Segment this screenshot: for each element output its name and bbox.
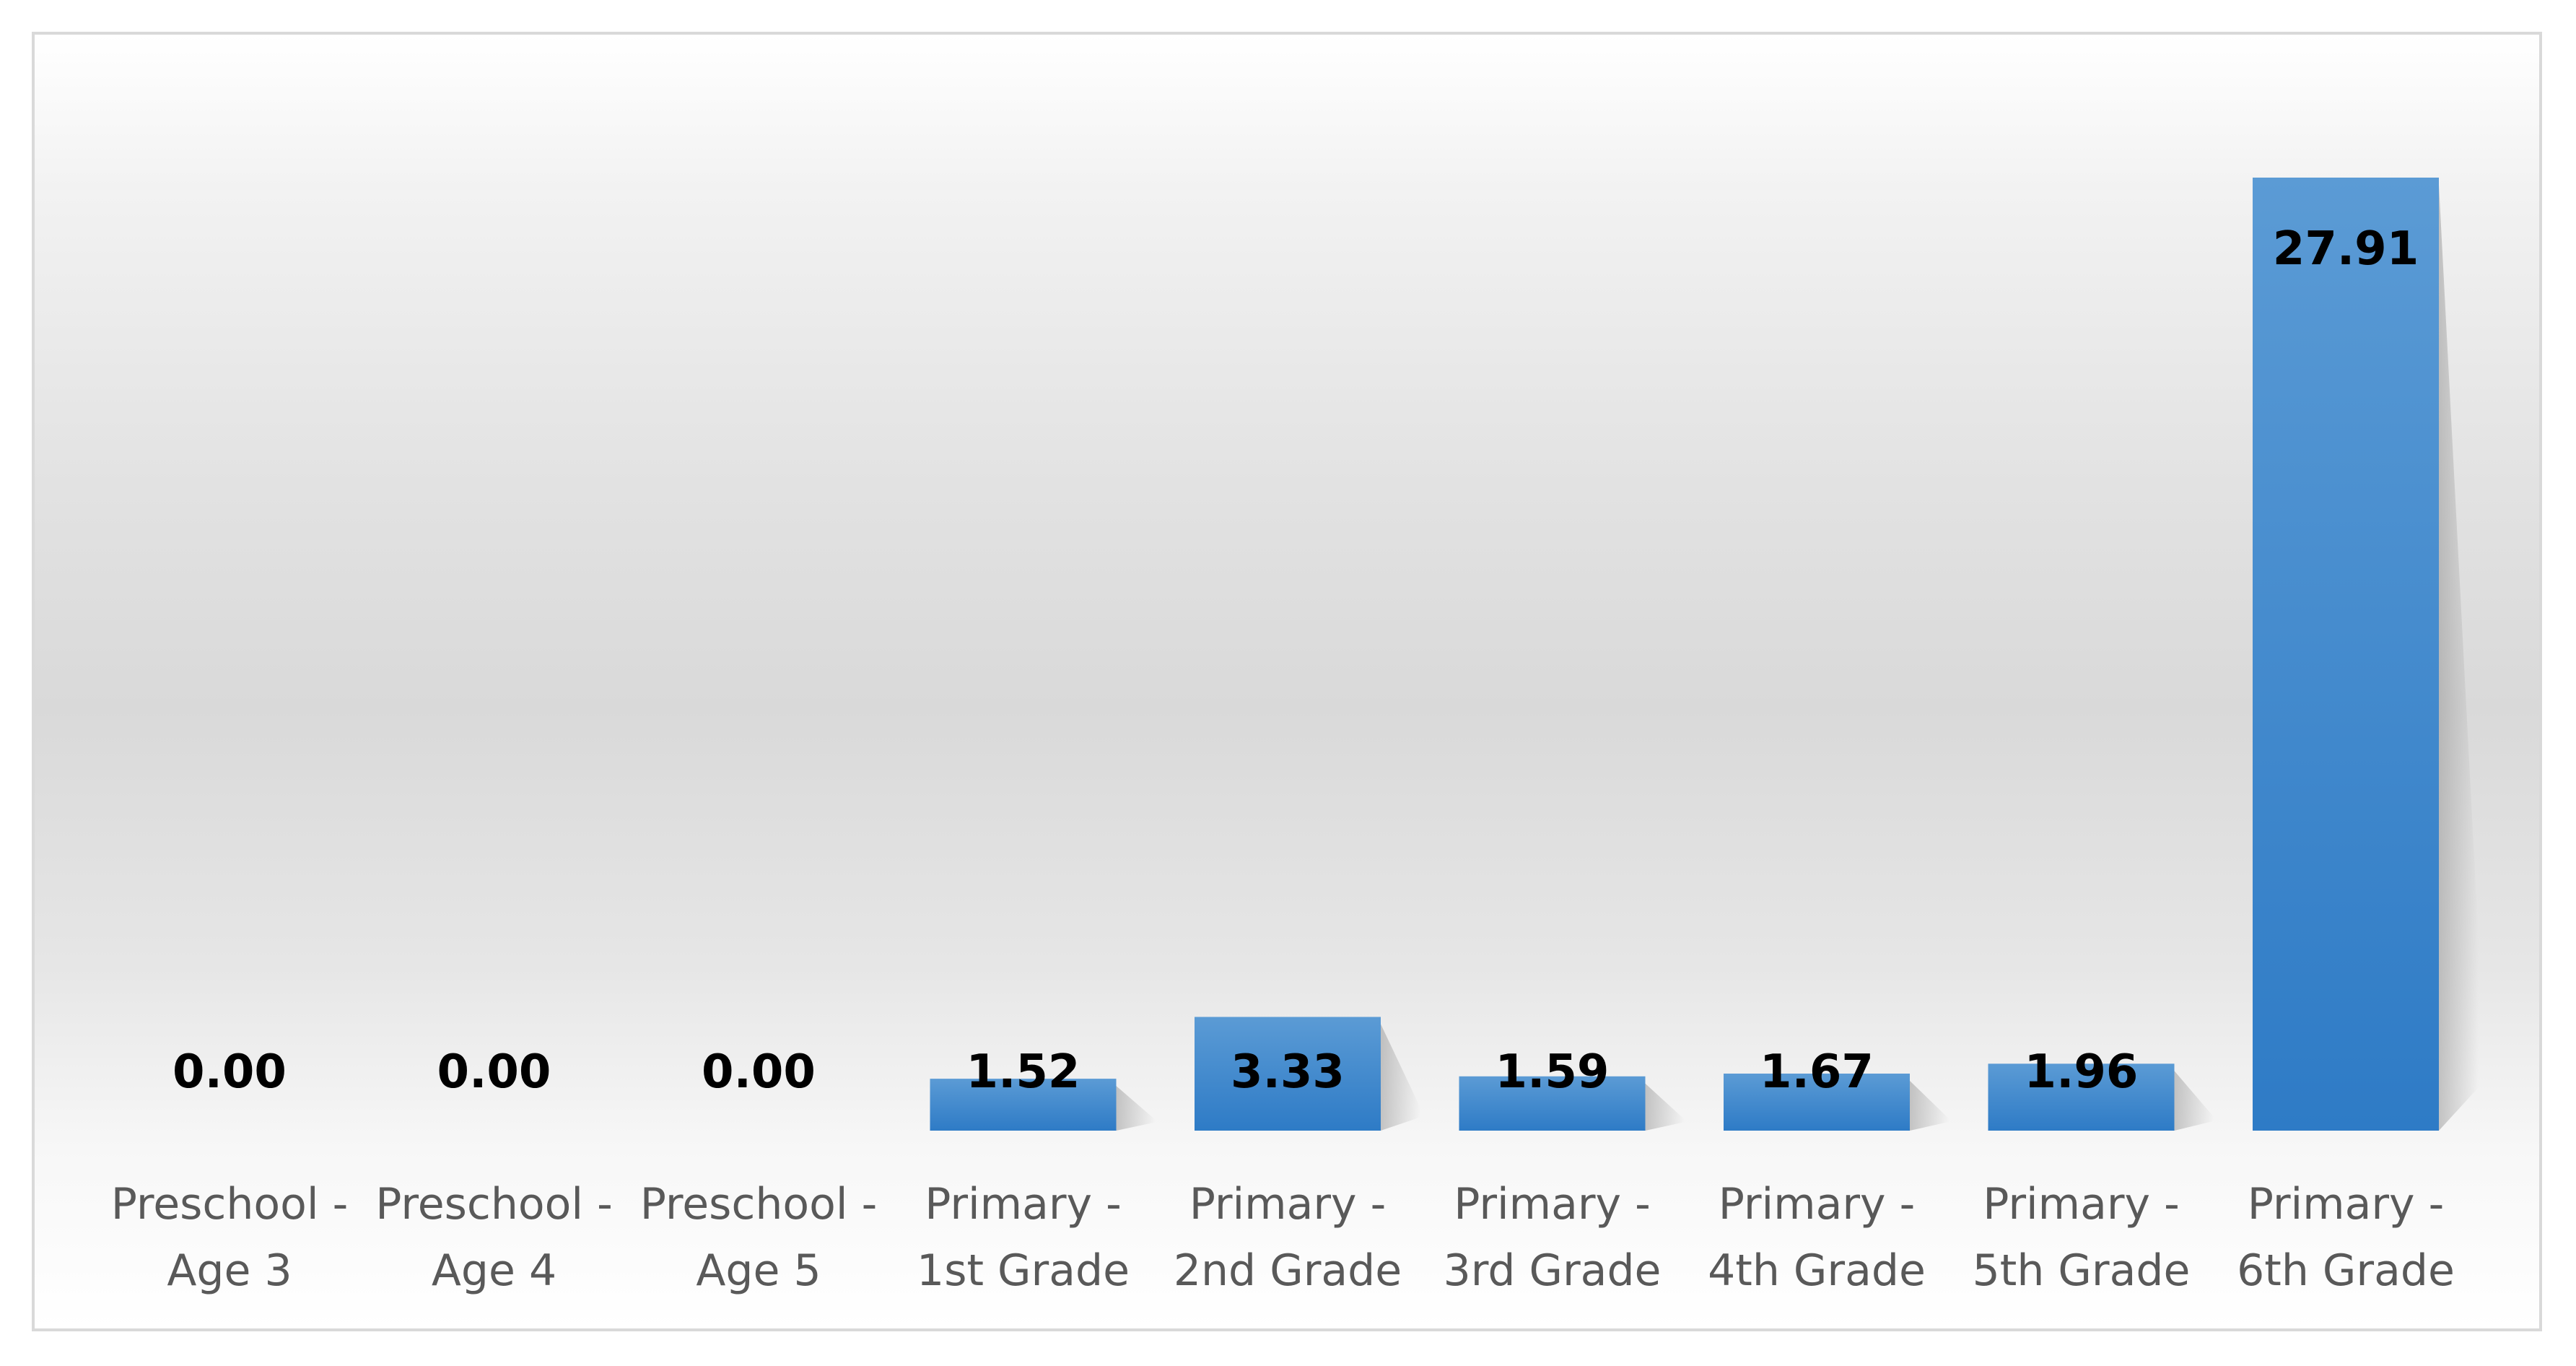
category-labels: Preschool - Age 3 Preschool - Age 4 Preschoo… xyxy=(111,1179,2455,1296)
category-tick-label: Age 3 xyxy=(167,1245,292,1296)
bar-shadow xyxy=(1910,1081,1950,1131)
category-tick-label: Primary - xyxy=(1983,1179,2180,1230)
value-label: 1.59 xyxy=(1496,1045,1610,1099)
category-tick-label: Preschool - xyxy=(640,1179,877,1230)
value-label: 0.00 xyxy=(173,1045,287,1099)
bar-shadow xyxy=(2174,1071,2214,1131)
value-label: 1.96 xyxy=(2025,1045,2139,1099)
category-tick-label: Primary - xyxy=(925,1179,1122,1230)
category-tick-label: 6th Grade xyxy=(2237,1245,2455,1296)
category-tick-label: Primary - xyxy=(1189,1179,1387,1230)
category-tick-label: 3rd Grade xyxy=(1444,1245,1662,1296)
value-label: 3.33 xyxy=(1231,1045,1345,1099)
bar-shadow xyxy=(1381,1024,1420,1131)
bar-8[interactable] xyxy=(1988,1063,2175,1131)
bar-7[interactable] xyxy=(1724,1074,1910,1131)
value-label: 1.52 xyxy=(966,1045,1080,1099)
value-label: 0.00 xyxy=(702,1045,816,1099)
bar-shadow xyxy=(1116,1086,1156,1131)
chart-frame: 0.00 0.00 0.00 1.52 3.33 1.59 1.67 1.96 27.91 Pr… xyxy=(32,32,2542,1331)
category-tick-label: Preschool - xyxy=(375,1179,612,1230)
value-label: 0.00 xyxy=(437,1045,551,1099)
bar-9[interactable] xyxy=(2253,178,2439,1131)
category-tick-label: Primary - xyxy=(1719,1179,1916,1230)
value-labels: 0.00 0.00 0.00 1.52 3.33 1.59 1.67 1.96 27.91 xyxy=(173,222,2419,1099)
category-tick-label: 4th Grade xyxy=(1708,1245,1926,1296)
category-tick-label: Preschool - xyxy=(111,1179,348,1230)
value-label: 27.91 xyxy=(2273,222,2419,276)
category-tick-label: 1st Grade xyxy=(917,1245,1130,1296)
bar-chart: 0.00 0.00 0.00 1.52 3.33 1.59 1.67 1.96 27.91 Pr… xyxy=(111,178,2479,1296)
bar-4[interactable] xyxy=(930,1079,1117,1131)
category-tick-label: Age 5 xyxy=(696,1245,821,1296)
category-tick-label: 2nd Grade xyxy=(1174,1245,1402,1296)
category-tick-label: 5th Grade xyxy=(1973,1245,2191,1296)
bar-6[interactable] xyxy=(1459,1076,1646,1131)
category-tick-label: Primary - xyxy=(2248,1179,2445,1230)
bar-shadow xyxy=(1645,1083,1685,1131)
bar-shadows xyxy=(1116,185,2479,1131)
category-tick-label: Primary - xyxy=(1454,1179,1651,1230)
bar-5[interactable] xyxy=(1195,1017,1381,1131)
bars xyxy=(930,178,2439,1131)
bar-shadow xyxy=(2439,185,2479,1131)
category-tick-label: Age 4 xyxy=(432,1245,556,1296)
value-label: 1.67 xyxy=(1760,1045,1874,1099)
